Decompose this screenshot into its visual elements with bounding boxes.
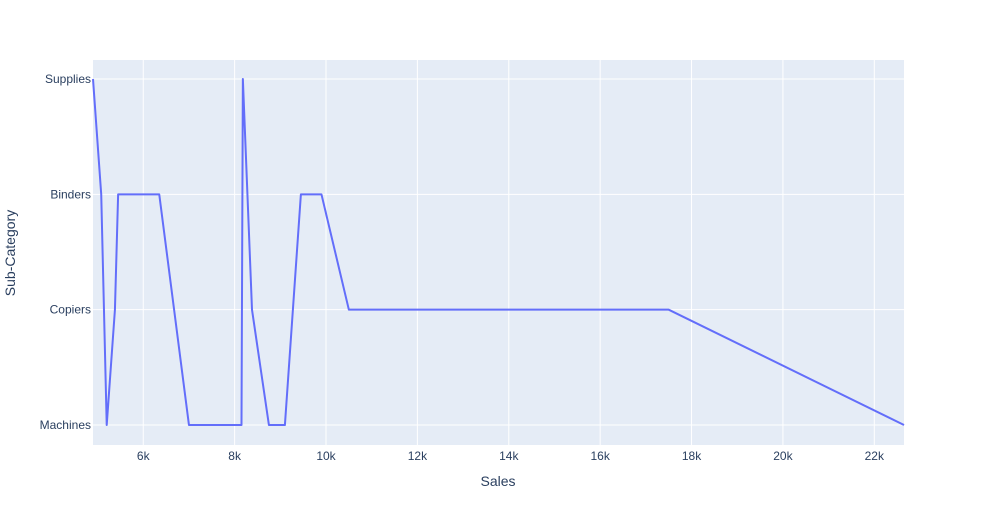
x-tick-label: 12k bbox=[408, 449, 428, 463]
series-layer bbox=[92, 78, 905, 426]
x-axis-ticks: 6k 8k 10k 12k 14k 16k 18k 20k 22k bbox=[137, 449, 885, 463]
x-tick-label: 16k bbox=[590, 449, 610, 463]
y-tick-label: Supplies bbox=[45, 72, 91, 86]
y-tick-label: Binders bbox=[50, 187, 91, 201]
x-tick-label: 22k bbox=[865, 449, 885, 463]
y-tick-label: Copiers bbox=[50, 303, 91, 317]
x-tick-label: 20k bbox=[773, 449, 793, 463]
x-axis-title: Sales bbox=[480, 473, 515, 489]
x-tick-label: 8k bbox=[228, 449, 242, 463]
x-tick-label: 6k bbox=[137, 449, 151, 463]
x-tick-label: 14k bbox=[499, 449, 519, 463]
y-axis-title: Sub-Category bbox=[2, 210, 18, 296]
plot-background bbox=[93, 60, 904, 445]
x-gridlines bbox=[142, 60, 875, 445]
x-tick-label: 10k bbox=[316, 449, 336, 463]
y-tick-label: Machines bbox=[40, 418, 91, 432]
y-axis-ticks: Machines Copiers Binders Supplies bbox=[40, 72, 91, 432]
x-tick-label: 18k bbox=[682, 449, 702, 463]
